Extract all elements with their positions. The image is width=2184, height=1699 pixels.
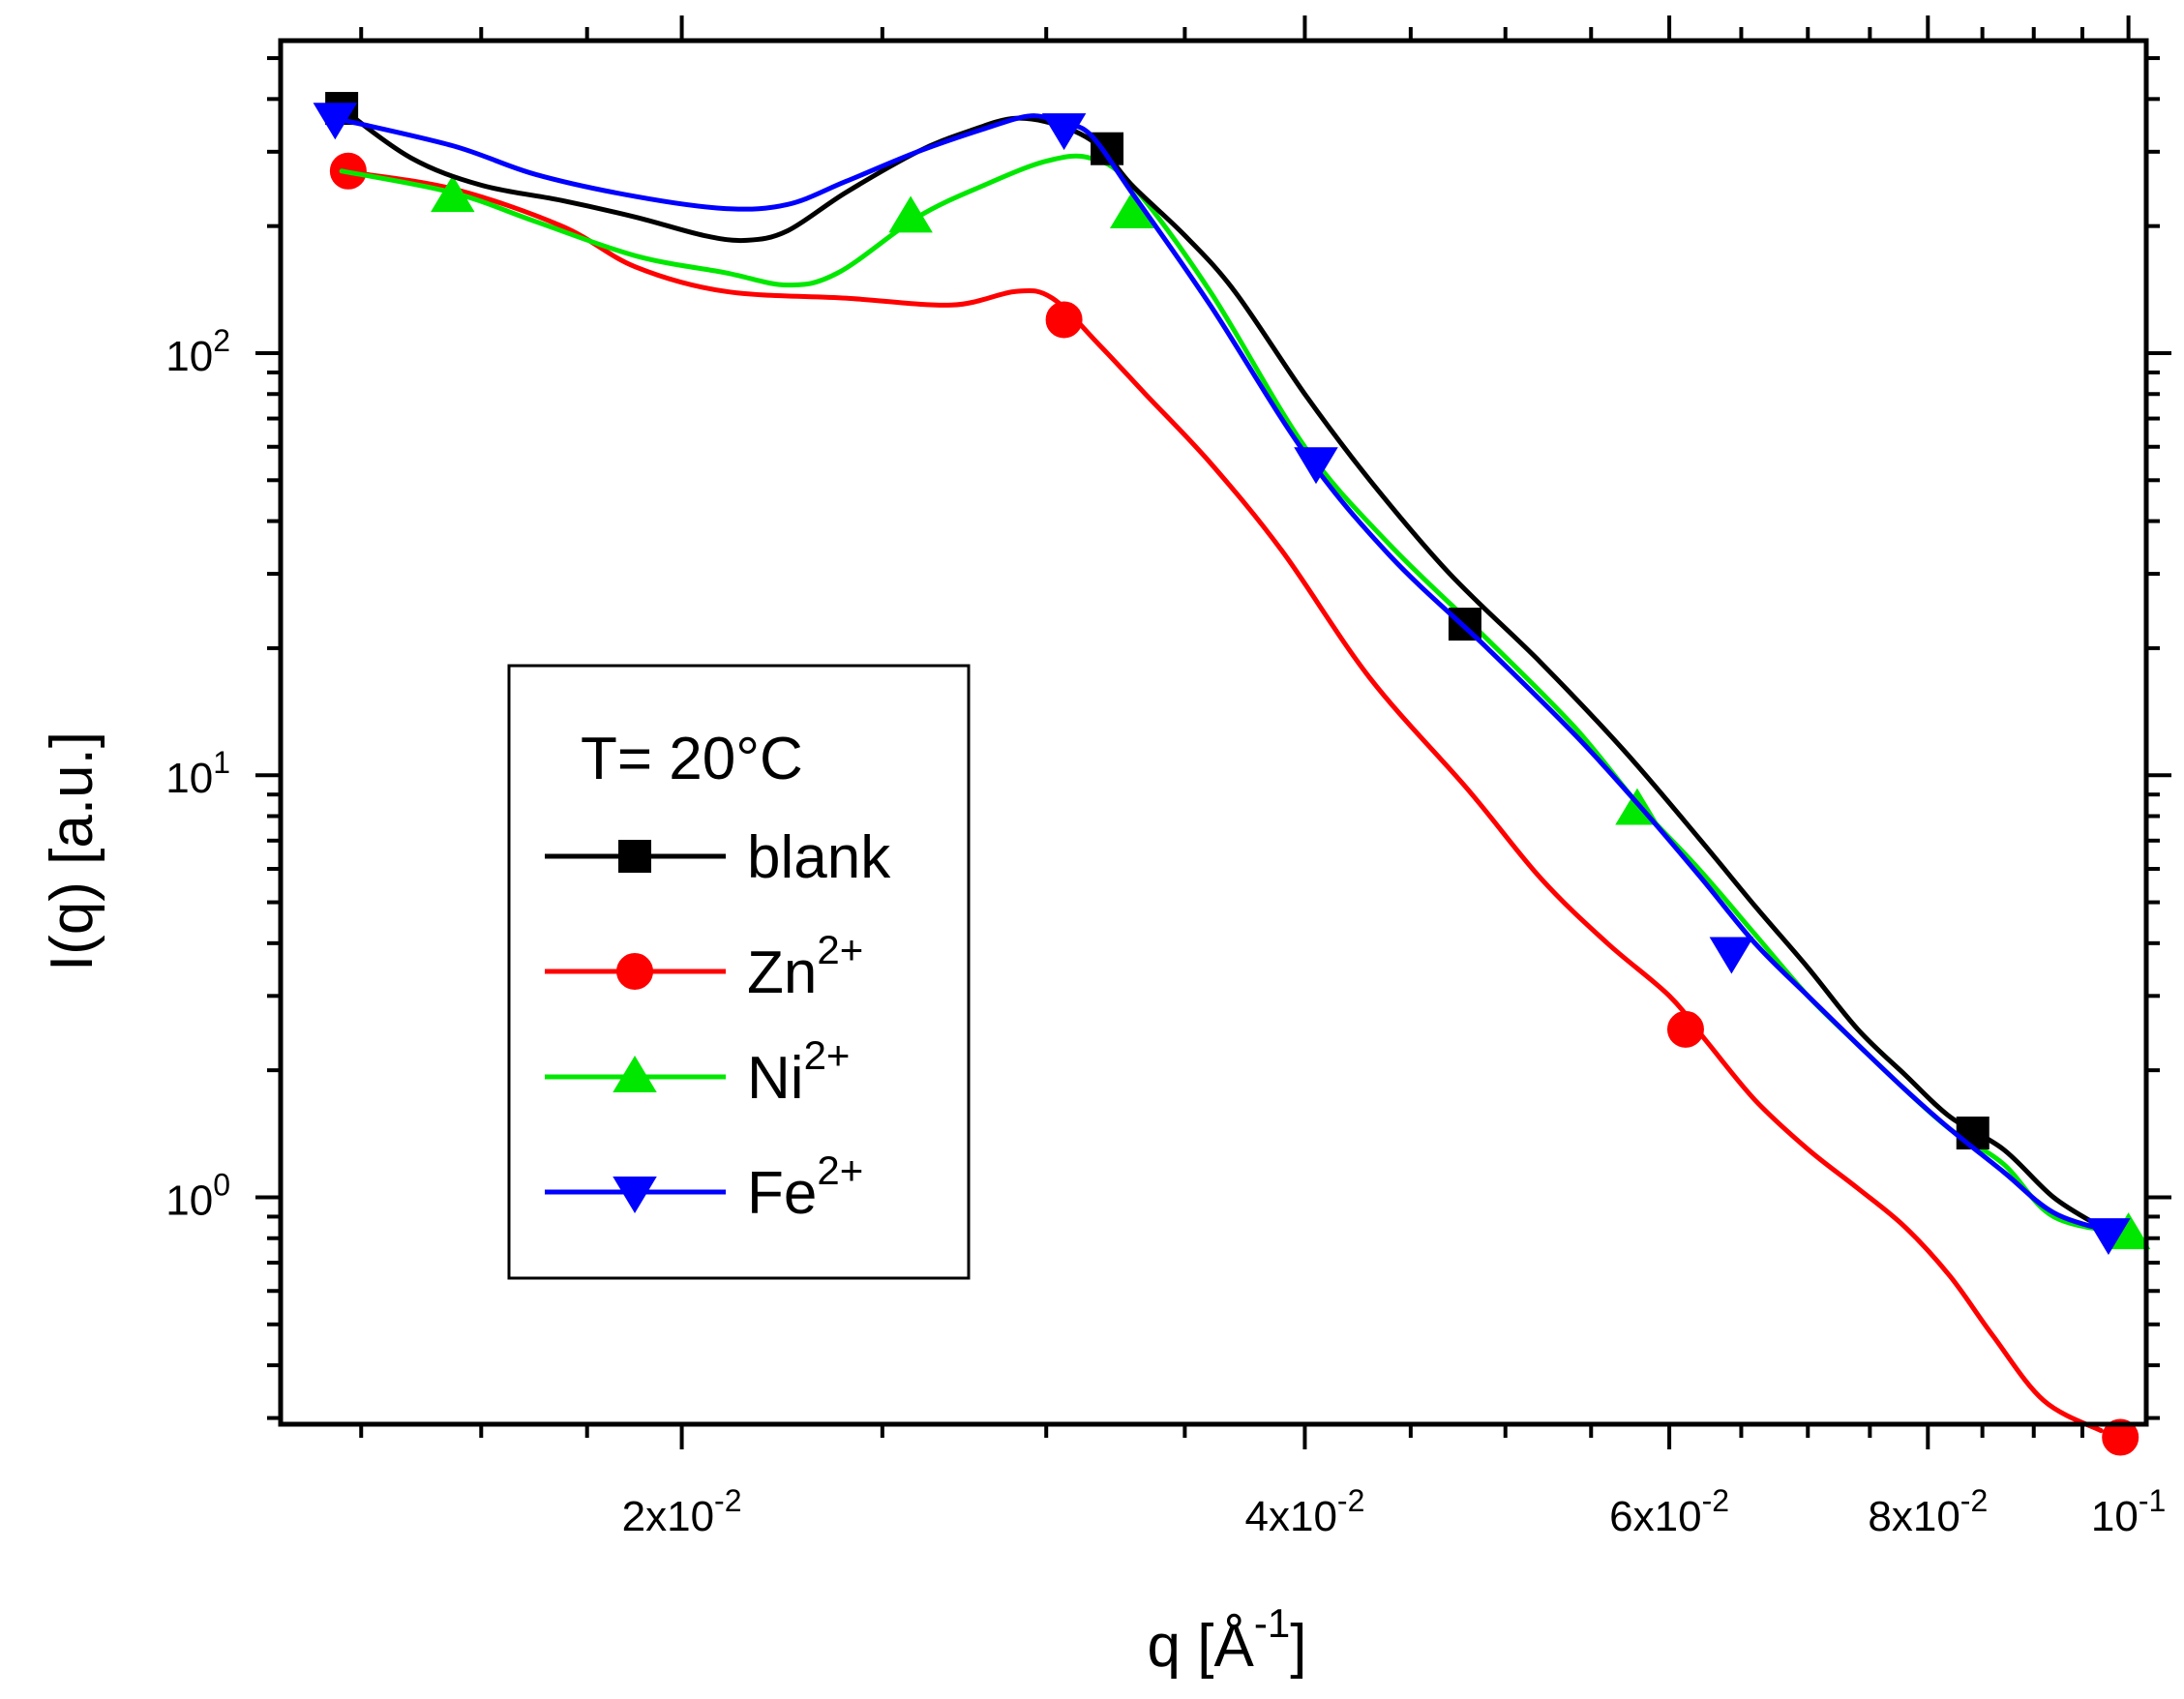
x-tick-label: 2x10-2 bbox=[622, 1483, 742, 1540]
x-tick-label: 6x10-2 bbox=[1609, 1483, 1729, 1540]
legend-marker-blank bbox=[618, 840, 651, 873]
legend-marker-ni bbox=[613, 1056, 657, 1092]
data-point-ni bbox=[431, 175, 475, 213]
x-tick-label: 4x10-2 bbox=[1245, 1483, 1365, 1540]
data-point-fe bbox=[2086, 1218, 2131, 1256]
data-point-fe bbox=[1041, 113, 1087, 151]
ticks-layer: 2x10-2 4x10-2 6x10-2 8x10-2 10-1 100 101 102 bbox=[165, 15, 2171, 1540]
data-point-zn bbox=[2102, 1418, 2139, 1456]
legend-label-zn: Zn2+ bbox=[747, 927, 863, 1006]
series-zn bbox=[329, 152, 2139, 1456]
x-axis-title-main: q [Å bbox=[1148, 1613, 1255, 1680]
legend-item-ni: Ni2+ bbox=[545, 1032, 850, 1112]
data-point-fe bbox=[313, 103, 358, 140]
data-point-fe bbox=[1709, 937, 1754, 974]
series-line-blank bbox=[339, 105, 2104, 1230]
legend-item-zn: Zn2+ bbox=[545, 927, 863, 1006]
series-line-fe bbox=[332, 113, 2113, 1235]
x-axis-title: q [Å-1] bbox=[1148, 1600, 1307, 1680]
legend-item-blank: blank bbox=[545, 824, 891, 891]
data-point-zn bbox=[1666, 1010, 1704, 1048]
x-tick-label: 8x10-2 bbox=[1868, 1483, 1988, 1540]
legend-label-ni: Ni2+ bbox=[747, 1032, 850, 1112]
data-point-blank bbox=[1956, 1117, 1990, 1150]
series-line-zn bbox=[339, 168, 2104, 1434]
legend-marker-fe bbox=[613, 1177, 657, 1213]
data-point-ni bbox=[888, 195, 933, 233]
data-point-zn bbox=[1045, 301, 1083, 339]
y-tick-label: 101 bbox=[165, 745, 230, 802]
series-fe bbox=[313, 103, 2131, 1256]
legend-title: T= 20°C bbox=[581, 726, 803, 792]
legend-label-fe: Fe2+ bbox=[747, 1148, 863, 1227]
legend-marker-zn bbox=[616, 953, 653, 990]
y-axis-title-text: I(q) [a.u.] bbox=[39, 731, 105, 971]
x-axis-title-end: ] bbox=[1290, 1613, 1306, 1680]
data-point-fe bbox=[1294, 447, 1338, 485]
legend-label-blank: blank bbox=[747, 824, 891, 891]
y-axis-title: I(q) [a.u.] bbox=[39, 731, 105, 971]
plot-frame bbox=[278, 38, 2149, 1427]
legend: T= 20°C blank Zn2+ Ni2+ Fe2+ bbox=[507, 664, 971, 1280]
x-tick-label: 10-1 bbox=[2091, 1483, 2166, 1540]
y-tick-label: 100 bbox=[165, 1167, 230, 1224]
x-axis-title-sup: -1 bbox=[1254, 1600, 1290, 1646]
legend-item-fe: Fe2+ bbox=[545, 1148, 863, 1227]
series-layer bbox=[313, 92, 2151, 1456]
legend-entries: blank Zn2+ Ni2+ Fe2+ bbox=[545, 824, 891, 1227]
y-tick-label: 102 bbox=[165, 323, 230, 380]
